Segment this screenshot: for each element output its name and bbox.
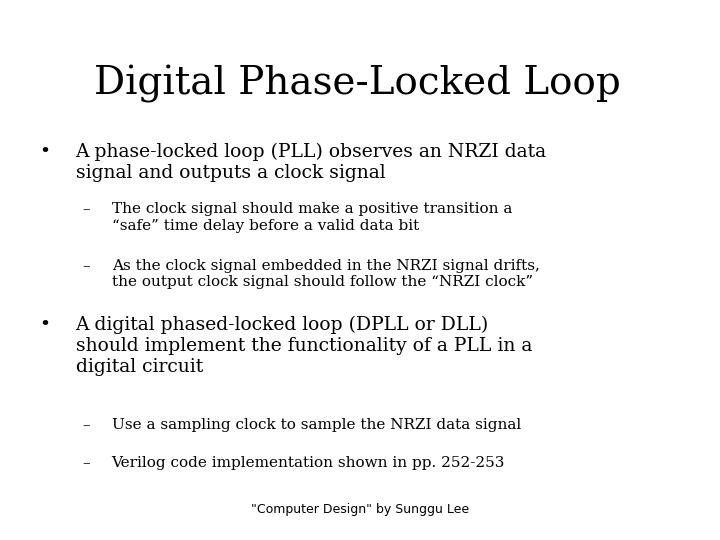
Text: Verilog code implementation shown in pp. 252-253: Verilog code implementation shown in pp.… bbox=[112, 456, 505, 470]
Text: –: – bbox=[83, 418, 91, 433]
Text: "Computer Design" by Sunggu Lee: "Computer Design" by Sunggu Lee bbox=[251, 503, 469, 516]
Text: The clock signal should make a positive transition a
“safe” time delay before a : The clock signal should make a positive … bbox=[112, 202, 512, 233]
Text: –: – bbox=[83, 259, 91, 273]
Text: A digital phased-locked loop (DPLL or DLL)
should implement the functionality of: A digital phased-locked loop (DPLL or DL… bbox=[76, 316, 532, 376]
Text: Digital Phase-Locked Loop: Digital Phase-Locked Loop bbox=[94, 65, 621, 103]
Text: Use a sampling clock to sample the NRZI data signal: Use a sampling clock to sample the NRZI … bbox=[112, 418, 521, 433]
Text: As the clock signal embedded in the NRZI signal drifts,
the output clock signal : As the clock signal embedded in the NRZI… bbox=[112, 259, 539, 289]
Text: –: – bbox=[83, 202, 91, 217]
Text: –: – bbox=[83, 456, 91, 470]
Text: •: • bbox=[40, 316, 50, 334]
Text: A phase-locked loop (PLL) observes an NRZI data
signal and outputs a clock signa: A phase-locked loop (PLL) observes an NR… bbox=[76, 143, 546, 182]
Text: •: • bbox=[40, 143, 50, 161]
